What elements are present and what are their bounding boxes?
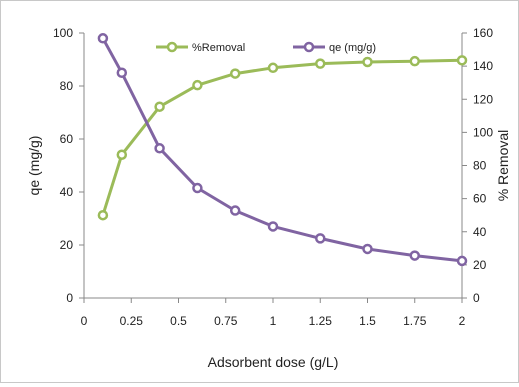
y-tick-label: 20 xyxy=(60,238,74,252)
y2-tick-label: 140 xyxy=(473,59,493,73)
legend-swatch-marker xyxy=(166,41,178,53)
y-tick-label: 80 xyxy=(60,79,74,93)
x-tick-label: 0.75 xyxy=(214,314,238,328)
data-point-removal xyxy=(116,149,128,160)
y2-tick-label: 40 xyxy=(473,225,487,239)
y2-tick-label: 80 xyxy=(473,159,487,173)
x-tick-label: 1.5 xyxy=(359,314,376,328)
y2-axis-title: % Removal xyxy=(495,130,511,202)
x-tick-label: 0 xyxy=(81,314,88,328)
y2-tick-label: 20 xyxy=(473,258,487,272)
data-point-removal xyxy=(97,209,109,221)
y-axis-title: qe (mg/g) xyxy=(26,136,42,196)
y-tick-label: 100 xyxy=(53,26,73,40)
data-point-qe xyxy=(456,255,468,267)
legend-label: qe (mg/g) xyxy=(329,42,376,54)
data-point-qe xyxy=(267,221,279,232)
data-point-qe xyxy=(229,205,241,216)
data-point-qe xyxy=(154,143,165,154)
y2-tick-label: 100 xyxy=(473,125,493,139)
y2-ticks: 0 20 40 60 80 100 120 140 160 xyxy=(462,26,493,305)
series-line-qe xyxy=(101,37,463,263)
series-line-removal xyxy=(101,58,463,216)
legend-label: %Removal xyxy=(192,42,245,54)
data-point-removal xyxy=(192,79,203,91)
data-point-removal xyxy=(315,58,326,69)
data-point-qe xyxy=(192,182,203,194)
legend-item-qe: qe (mg/g) xyxy=(293,41,376,54)
y2-tick-label: 0 xyxy=(473,291,480,305)
data-point-removal xyxy=(362,56,373,68)
x-tick-label: 2 xyxy=(459,314,466,328)
x-tick-label: 0.5 xyxy=(170,314,187,328)
x-ticks: 0 0.25 0.5 0.75 1 1.25 1.5 1.75 2 xyxy=(81,298,466,328)
y2-tick-label: 160 xyxy=(473,26,493,40)
series-layer xyxy=(97,33,468,267)
y2-tick-label: 60 xyxy=(473,192,487,206)
data-point-qe xyxy=(362,243,373,255)
y-tick-label: 0 xyxy=(66,291,73,305)
legend-item-removal: %Removal xyxy=(156,41,245,54)
y-tick-label: 60 xyxy=(60,132,74,146)
x-tick-label: 0.25 xyxy=(120,314,144,328)
y-ticks: 0 20 40 60 80 100 xyxy=(53,26,84,305)
data-point-qe xyxy=(315,233,326,244)
x-axis-title: Adsorbent dose (g/L) xyxy=(208,354,339,370)
y2-tick-label: 120 xyxy=(473,92,493,106)
data-point-qe xyxy=(409,250,420,261)
data-point-qe xyxy=(116,67,128,78)
data-point-removal xyxy=(154,101,165,112)
x-tick-label: 1.75 xyxy=(403,314,427,328)
data-point-removal xyxy=(267,62,279,74)
legend-swatch-marker xyxy=(303,41,315,53)
x-tick-label: 1 xyxy=(270,314,277,328)
x-tick-label: 1.25 xyxy=(309,314,333,328)
data-point-removal xyxy=(409,55,420,67)
data-point-removal xyxy=(456,55,468,66)
data-point-qe xyxy=(97,33,109,44)
y-tick-label: 40 xyxy=(60,185,74,199)
data-point-removal xyxy=(229,68,241,79)
legend: %Removal qe (mg/g) xyxy=(156,41,376,54)
